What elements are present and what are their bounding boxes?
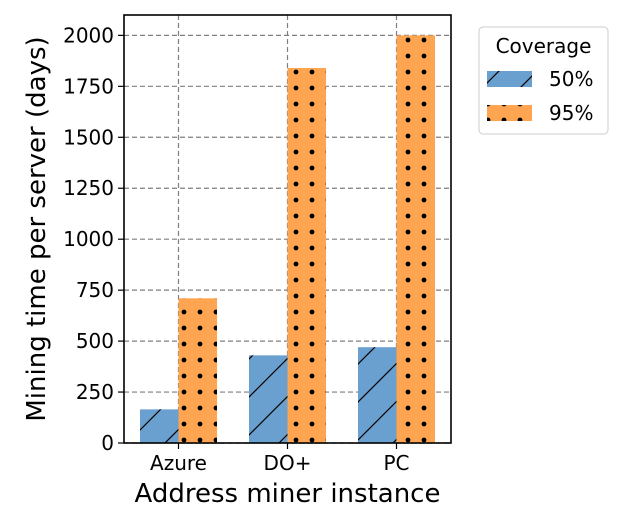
x-tick-label: PC [383,451,409,475]
bar-pattern [287,67,326,443]
bar-pattern [140,409,179,443]
y-tick-label: 500 [76,329,114,353]
y-tick-label: 2000 [63,23,114,47]
y-axis-label: Mining time per server (days) [22,36,52,421]
legend: Coverage 50% 95% [478,26,609,135]
y-tick-label: 1250 [63,176,114,200]
bar-layer [140,35,435,443]
y-tick-label: 0 [101,431,114,455]
axis-layer: 0 250 500 750 1000 1250 1500 1750 2000 Azure DO+ PC [63,14,452,475]
legend-label: 50% [549,67,593,91]
x-tick-label: DO+ [264,451,312,475]
x-tick-label: Azure [150,451,207,475]
y-tick-label: 1000 [63,227,114,251]
y-tick-label: 1500 [63,125,114,149]
legend-title: Coverage [496,34,592,58]
bar-pattern [358,347,397,443]
legend-label: 95% [549,101,593,125]
y-tick-label: 750 [76,278,114,302]
x-axis-label: Address miner instance [135,479,441,509]
bar-pattern [396,35,435,443]
legend-swatch-pattern [487,71,532,87]
legend-swatch-pattern [487,105,532,121]
y-tick-label: 1750 [63,74,114,98]
bar-pattern [249,355,288,443]
y-tick-label: 250 [76,380,114,404]
bar-pattern [178,298,217,443]
